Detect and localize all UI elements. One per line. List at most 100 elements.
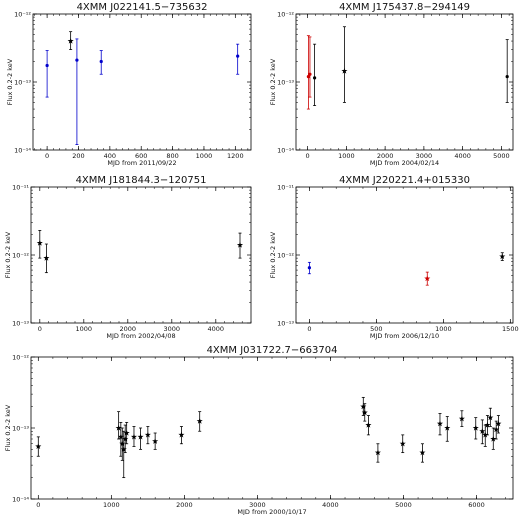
y-tick-label: 10⁻¹¹ — [12, 184, 29, 192]
data-point — [436, 413, 444, 436]
x-tick-label: 1200 — [227, 152, 244, 160]
star-marker — [479, 428, 486, 434]
y-tick-label: 10⁻¹² — [277, 252, 294, 260]
star-marker — [117, 433, 124, 440]
y-tick-label: 10⁻¹³ — [277, 320, 294, 328]
data-point — [308, 36, 312, 98]
data-point — [495, 415, 502, 434]
data-point — [75, 38, 79, 146]
data-point — [236, 43, 240, 75]
dot-marker — [99, 59, 103, 64]
panel-title: 4XMM J031722.7−663704 — [207, 345, 338, 356]
x-tick-label: 500 — [370, 325, 382, 333]
data-point — [115, 411, 122, 440]
x-tick-label: 1000 — [103, 501, 120, 509]
data-point — [45, 50, 49, 98]
panel-title: 4XMM J022141.5−735632 — [77, 2, 208, 13]
star-marker — [482, 431, 489, 438]
y-tick-label: 10⁻¹² — [277, 11, 294, 19]
y-tick-label: 10⁻¹² — [14, 11, 31, 19]
data-point — [419, 443, 426, 463]
star-marker — [35, 443, 42, 450]
plot-frame — [295, 13, 514, 151]
panel-title: 4XMM J220221.4+015330 — [339, 175, 470, 186]
data-point — [493, 420, 500, 440]
star-marker — [144, 431, 151, 438]
y-tick-label: 10⁻¹² — [12, 354, 29, 362]
star-marker — [341, 67, 348, 74]
star-marker — [130, 433, 138, 440]
star-marker — [120, 446, 127, 452]
panel-4: 4XMM J220221.4+015330 0 500 1000 1500 10⁻¹¹ 10… — [269, 175, 519, 340]
x-tick-label: 4000 — [454, 152, 471, 160]
x-tick-label: 1000 — [338, 152, 355, 160]
x-tick-label: 0 — [38, 325, 42, 333]
data-point — [178, 426, 185, 445]
data-point — [472, 417, 479, 440]
star-marker — [36, 239, 43, 246]
panel-5: 4XMM J031722.7−663704 0 1000 2000 3000 4000 50… — [4, 345, 514, 515]
star-marker — [137, 433, 144, 440]
dot-marker — [236, 54, 240, 58]
y-tick-label: 10⁻¹³ — [277, 79, 294, 87]
y-tick-label: 10⁻¹³ — [12, 425, 29, 433]
y-tick-label: 10⁻¹⁴ — [277, 147, 294, 155]
star-marker — [419, 449, 426, 456]
star-marker — [43, 254, 50, 261]
x-tick-label: 800 — [166, 152, 178, 160]
star-marker — [424, 275, 431, 282]
star-marker — [436, 420, 444, 427]
dot-marker — [505, 75, 509, 79]
data-point — [361, 403, 368, 422]
x-tick-label: 5000 — [493, 152, 510, 160]
data-point — [365, 415, 372, 436]
panel-1: 4XMM J022141.5−735632 0 200 400 600 800 1000 12… — [6, 2, 252, 167]
star-marker — [487, 414, 494, 421]
data-point — [122, 424, 129, 454]
data-point — [306, 35, 310, 110]
data-point — [505, 39, 509, 103]
data-point — [444, 416, 451, 442]
data-point — [137, 427, 144, 450]
star-marker — [493, 426, 500, 433]
star-marker — [236, 241, 244, 248]
star-marker — [178, 431, 185, 438]
plot-frame — [295, 186, 514, 324]
star-marker — [360, 403, 367, 410]
data-point — [99, 50, 103, 75]
panel-title: 4XMM J175437.8−294149 — [339, 2, 470, 13]
star-marker — [499, 253, 506, 260]
panel-3: 4XMM J181844.3−120751 0 1000 2000 3000 4000 10… — [4, 175, 252, 340]
data-point — [130, 426, 138, 447]
star-marker — [458, 415, 465, 422]
data-point — [36, 230, 43, 259]
data-point — [119, 427, 126, 461]
y-tick-label: 10⁻¹³ — [14, 79, 31, 87]
x-tick-label: 3000 — [416, 152, 433, 160]
data-point — [490, 427, 497, 450]
x-tick-label: 3000 — [249, 501, 266, 509]
data-point — [123, 421, 130, 445]
y-axis-label: Flux 0.2-2 keV — [269, 58, 277, 105]
data-point — [487, 407, 494, 427]
y-axis-label: Flux 0.2-2 keV — [6, 58, 14, 105]
y-axis-label: Flux 0.2-2 keV — [269, 231, 277, 278]
x-axis-label: MJD from 2000/10/17 — [237, 508, 306, 515]
star-marker — [490, 435, 497, 442]
x-tick-label: 3000 — [164, 325, 181, 333]
star-marker — [444, 424, 451, 431]
x-tick-label: 2000 — [120, 325, 137, 333]
data-point — [236, 232, 244, 259]
plot-frame — [30, 186, 252, 324]
x-tick-label: 2000 — [176, 501, 193, 509]
dot-marker — [45, 63, 49, 68]
data-point — [341, 26, 348, 103]
star-marker — [374, 449, 381, 456]
star-marker — [495, 420, 502, 427]
data-point — [399, 434, 406, 454]
x-axis-label: MJD from 2006/12/10 — [370, 332, 439, 340]
star-marker — [123, 429, 130, 436]
y-tick-label: 10⁻¹⁴ — [12, 496, 29, 504]
data-point — [144, 426, 151, 445]
data-point — [196, 411, 203, 432]
